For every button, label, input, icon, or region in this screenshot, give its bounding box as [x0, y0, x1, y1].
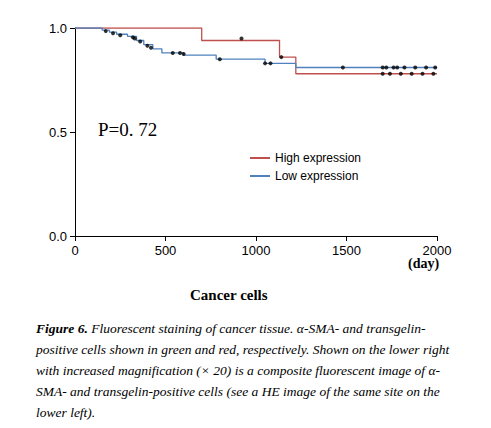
svg-text:0.5: 0.5: [49, 125, 67, 140]
svg-text:High expression: High expression: [275, 151, 361, 165]
html-text:Figure 6. Fluorescent staining: Figure 6. Fluorescent staining of cancer…: [36, 321, 450, 420]
svg-text:0.0: 0.0: [49, 229, 67, 244]
svg-text:Low expression: Low expression: [275, 169, 358, 183]
svg-text:1500: 1500: [332, 243, 361, 258]
svg-text:2000: 2000: [423, 243, 452, 258]
svg-text:1.0: 1.0: [49, 21, 67, 36]
svg-text:500: 500: [155, 243, 177, 258]
svg-text:Cancer cells: Cancer cells: [190, 287, 268, 303]
svg-text:P=0. 72: P=0. 72: [98, 119, 157, 140]
svg-text:0: 0: [71, 243, 78, 258]
svg-text:1000: 1000: [242, 243, 271, 258]
svg-text:(day): (day): [408, 255, 440, 271]
